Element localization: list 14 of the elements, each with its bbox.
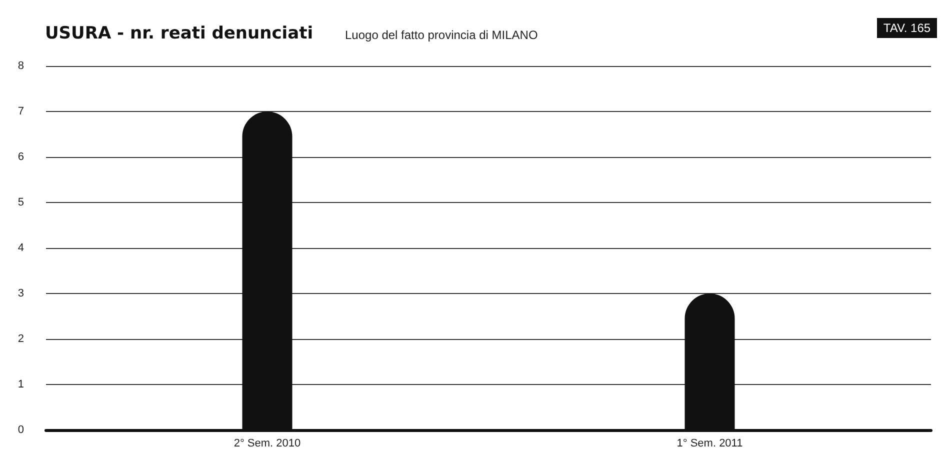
- y-tick-label: 2: [18, 333, 24, 345]
- x-tick-label: 1° Sem. 2011: [676, 438, 743, 450]
- y-tick-label: 3: [18, 288, 24, 300]
- y-tick-label: 0: [18, 424, 24, 436]
- y-tick-label: 7: [18, 106, 24, 118]
- y-tick-label: 5: [18, 196, 24, 208]
- text: TAV. 165: [883, 21, 931, 35]
- y-tick-label: 4: [18, 242, 24, 254]
- chart-subtitle: Luogo del fatto provincia di MILANO: [345, 28, 538, 42]
- y-tick-label: 6: [18, 151, 24, 163]
- y-tick-label: 8: [18, 60, 24, 72]
- x-tick-label: 2° Sem. 2010: [234, 438, 301, 450]
- chart-title: USURA - nr. reati denunciati: [45, 24, 314, 44]
- y-tick-label: 1: [18, 378, 24, 390]
